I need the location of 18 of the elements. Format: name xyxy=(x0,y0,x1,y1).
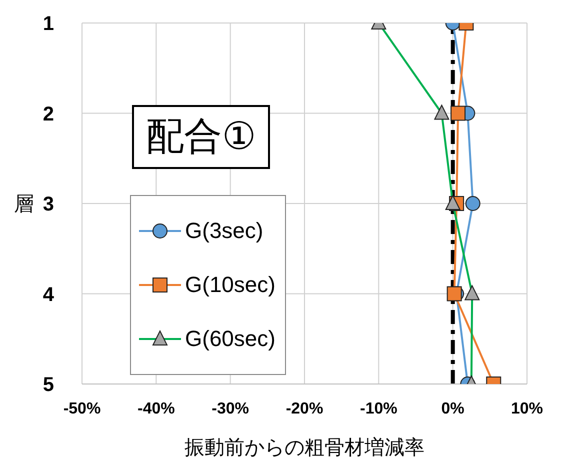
y-tick-label: 5 xyxy=(42,374,54,396)
x-tick-label: -20% xyxy=(286,400,324,418)
y-tick-label: 3 xyxy=(42,194,54,216)
x-axis-title: 振動前からの粗骨材増減率 xyxy=(184,436,424,459)
x-tick-label: -40% xyxy=(137,400,175,418)
legend-label: G(10sec) xyxy=(185,272,276,298)
y-tick-label: 4 xyxy=(42,284,55,306)
x-tick-label: -30% xyxy=(212,400,250,418)
x-tick-label: 10% xyxy=(510,400,544,418)
legend-label: G(60sec) xyxy=(185,326,276,352)
x-tick-label: 0% xyxy=(441,400,464,418)
annotation: 配合① xyxy=(132,105,270,169)
y-tick-label: 2 xyxy=(42,103,54,126)
y-tick-label: 1 xyxy=(42,13,54,36)
legend-label: G(3sec) xyxy=(185,218,264,244)
x-tick-label: -50% xyxy=(63,400,101,418)
x-tick-label: -10% xyxy=(360,400,398,418)
y-axis-title: 層 xyxy=(14,194,34,216)
